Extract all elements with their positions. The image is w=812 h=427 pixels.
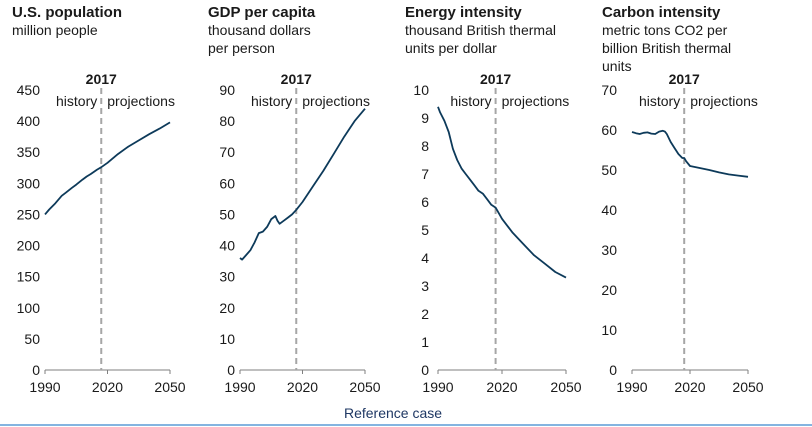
y-tick-label: 150: [17, 269, 41, 285]
chart-subtitle-line: thousand dollars: [208, 22, 311, 38]
y-tick-label: 0: [609, 362, 617, 378]
chart-subtitle-line: billion British thermal: [602, 40, 731, 56]
y-tick-label: 2: [421, 306, 429, 322]
chart-title: GDP per capita: [208, 4, 316, 21]
x-tick-label: 2050: [154, 379, 185, 395]
chart-subtitle-line: thousand British thermal: [405, 22, 556, 38]
series-line: [44, 121, 171, 215]
y-tick-label: 300: [17, 175, 41, 191]
y-tick-label: 0: [227, 362, 235, 378]
x-tick-label: 1990: [224, 379, 255, 395]
y-tick-label: 40: [219, 238, 235, 254]
x-tick-label: 1990: [29, 379, 60, 395]
x-tick-label: 2050: [550, 379, 581, 395]
divider-year-label: 2017: [281, 71, 312, 87]
projections-label: projections: [107, 93, 175, 109]
y-tick-label: 40: [601, 202, 617, 218]
x-tick-label: 2050: [349, 379, 380, 395]
divider-year-label: 2017: [86, 71, 117, 87]
y-tick-label: 0: [32, 362, 40, 378]
y-tick-label: 20: [219, 300, 235, 316]
chart-subtitle-line: metric tons CO2 per: [602, 22, 728, 38]
y-tick-label: 5: [421, 222, 429, 238]
y-tick-label: 60: [219, 175, 235, 191]
y-tick-label: 7: [421, 166, 429, 182]
projections-label: projections: [302, 93, 370, 109]
history-label: history: [450, 93, 491, 109]
divider-year-label: 2017: [669, 71, 700, 87]
series-line: [437, 106, 567, 279]
y-tick-label: 200: [17, 238, 41, 254]
chart-subtitle-line: units per dollar: [405, 40, 497, 56]
y-tick-label: 50: [24, 331, 40, 347]
projections-label: projections: [690, 93, 758, 109]
projections-label: projections: [502, 93, 570, 109]
y-tick-label: 10: [219, 331, 235, 347]
y-tick-label: 30: [601, 242, 617, 258]
x-tick-label: 1990: [616, 379, 647, 395]
x-tick-label: 2050: [732, 379, 763, 395]
x-tick-label: 2020: [92, 379, 123, 395]
y-tick-label: 70: [219, 144, 235, 160]
y-tick-label: 30: [219, 269, 235, 285]
chart-subtitle-line: units: [602, 58, 632, 74]
x-tick-label: 2020: [486, 379, 517, 395]
y-tick-label: 1: [421, 334, 429, 350]
x-tick-label: 1990: [422, 379, 453, 395]
y-tick-label: 9: [421, 110, 429, 126]
y-tick-label: 10: [413, 82, 429, 98]
y-tick-label: 250: [17, 206, 41, 222]
y-tick-label: 20: [601, 282, 617, 298]
series-line: [631, 129, 749, 178]
x-tick-label: 2020: [287, 379, 318, 395]
history-label: history: [251, 93, 292, 109]
y-tick-label: 50: [601, 162, 617, 178]
y-tick-label: 4: [421, 250, 429, 266]
chart-title: Carbon intensity: [602, 4, 721, 21]
y-tick-label: 3: [421, 278, 429, 294]
history-label: history: [56, 93, 97, 109]
y-tick-label: 100: [17, 300, 41, 316]
history-label: history: [639, 93, 680, 109]
x-tick-label: 2020: [674, 379, 705, 395]
footer-label: Reference case: [344, 405, 442, 421]
y-tick-label: 70: [601, 82, 617, 98]
y-tick-label: 90: [219, 82, 235, 98]
y-tick-label: 6: [421, 194, 429, 210]
y-tick-label: 80: [219, 113, 235, 129]
chart-subtitle-line: million people: [12, 22, 98, 38]
series-line: [239, 108, 366, 261]
y-tick-label: 450: [17, 82, 41, 98]
y-tick-label: 0: [421, 362, 429, 378]
chart-title: Energy intensity: [405, 4, 522, 21]
chart-title: U.S. population: [12, 4, 122, 21]
y-tick-label: 8: [421, 138, 429, 154]
y-tick-label: 400: [17, 113, 41, 129]
divider-year-label: 2017: [480, 71, 511, 87]
y-tick-label: 50: [219, 206, 235, 222]
y-tick-label: 350: [17, 144, 41, 160]
y-tick-label: 10: [601, 322, 617, 338]
chart-subtitle-line: per person: [208, 40, 275, 56]
y-tick-label: 60: [601, 122, 617, 138]
